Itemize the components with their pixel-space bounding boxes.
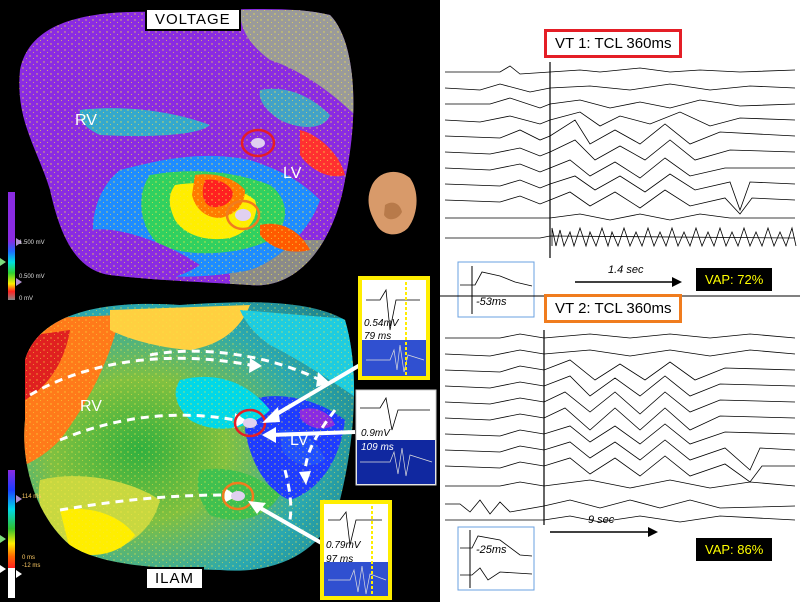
ilam-red-circle [233,408,267,438]
ilam-map [24,302,362,571]
orange-circle-marker [225,199,261,231]
vt2-tracings [444,330,796,525]
egm-inset-2-amp: 0.9mV [361,428,390,439]
ilam-rv-label: RV [80,398,102,415]
orientation-head-icon [368,171,417,235]
vt2-inset-label: -25ms [476,544,507,556]
activation-arrows [29,349,337,521]
ilam-scale-neg: -12 ms [22,563,41,569]
ilam-color-scale [0,470,22,598]
vt1-title-box: VT 1: TCL 360ms [544,29,683,58]
red-circle-marker [240,128,276,158]
voltage-scale-low: 0.500 mV [19,274,45,280]
left-panel-maps: VOLTAGE ILAM RV LV RV LV 1.500 mV 0.500 … [0,8,437,600]
vt1-inset [457,261,535,318]
vt2-vap-badge: VAP: 86% [696,538,773,561]
voltage-scale-high: 1.500 mV [19,240,45,246]
voltage-lv-label: LV [283,165,302,182]
voltage-title: VOLTAGE [145,8,241,31]
ilam-orange-circle [221,481,255,511]
egm-inset-1 [358,276,430,380]
ilam-lv-label: LV [290,432,309,449]
voltage-color-scale [0,192,22,300]
vt2-inset [457,526,535,591]
egm-inset-3-time: 97 ms [326,554,354,565]
egm-inset-3 [320,500,392,600]
egm-inset-2-time: 109 ms [361,442,394,453]
egm-inset-1-time: 79 ms [364,331,392,342]
voltage-map [19,8,354,286]
inset-pointer-arrows [254,363,362,547]
voltage-rv-label: RV [75,112,97,129]
vt1-inset-label: -53ms [476,296,507,308]
maps-svg [0,8,437,600]
ilam-title: ILAM [145,567,205,590]
tracings-svg [440,62,800,591]
vt1-vap-badge: VAP: 72% [696,268,773,291]
egm-inset-2 [355,389,437,486]
egm-inset-3-amp: 0.79mV [326,540,361,551]
ilam-scale-zero: 0 ms [22,555,36,561]
voltage-scale-zero: 0 mV [19,296,34,302]
vt2-duration: 9 sec [588,514,615,526]
vt1-duration: 1.4 sec [608,264,644,276]
right-panel-tracings: VT 1: TCL 360ms VT 2: TCL 360ms -53ms -2… [440,0,800,602]
ilam-scale-high: 114 ms [22,494,42,500]
vt2-title-box: VT 2: TCL 360ms [544,294,683,323]
egm-inset-1-amp: 0.54mV [364,318,399,329]
vt1-tracings [444,62,797,258]
